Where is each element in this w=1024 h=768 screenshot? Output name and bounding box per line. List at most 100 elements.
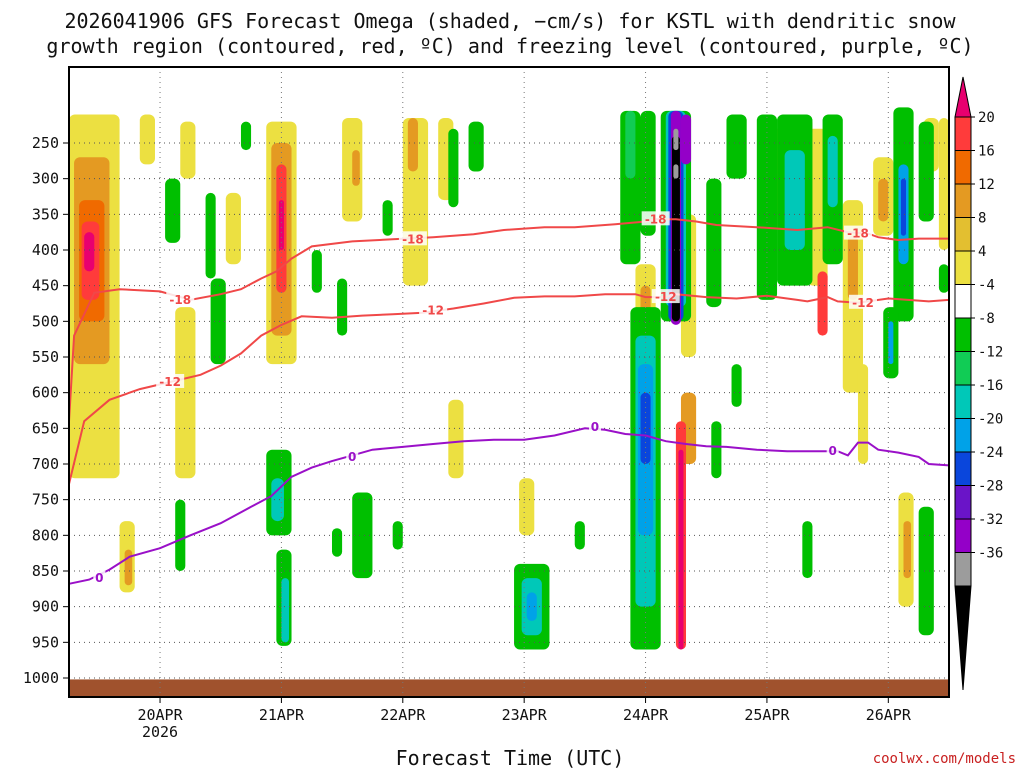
contour-label: -18 — [169, 293, 191, 307]
colorbar-band — [954, 351, 972, 386]
omega-cell — [640, 110, 656, 236]
contour-label-bg — [166, 291, 195, 306]
y-tick-label: 950 — [32, 633, 59, 651]
colorbar-label: -16 — [978, 378, 1003, 394]
colorbar-label: 4 — [978, 244, 986, 260]
omega-cell — [382, 200, 393, 236]
omega-cell — [180, 121, 196, 179]
plot-frame — [68, 66, 950, 698]
omega-cell — [392, 521, 403, 550]
contour-label-bg — [641, 211, 670, 226]
omega-cell — [918, 121, 934, 222]
omega-cell — [938, 264, 949, 293]
omega-cell — [407, 118, 418, 172]
colorbar-band — [954, 485, 972, 520]
gridlines — [69, 67, 949, 697]
omega-cell — [640, 392, 651, 464]
omega-cell — [827, 135, 838, 208]
y-tick-label: 800 — [32, 526, 59, 544]
omega-cell — [281, 578, 289, 643]
y-tick-label: 550 — [32, 348, 59, 366]
colorbar-band — [954, 183, 972, 218]
ground-fill — [69, 679, 949, 697]
omega-cell — [331, 528, 343, 557]
x-axis-label: Forecast Time (UTC) — [396, 746, 625, 768]
omega-cell — [731, 364, 742, 407]
omega-cell — [84, 232, 95, 272]
x-tick-label: 25APR — [744, 706, 790, 724]
colorbar-min-arrow — [954, 585, 972, 691]
colorbar-band — [954, 217, 972, 252]
omega-cell — [165, 178, 181, 243]
omega-cell — [352, 492, 373, 579]
contour-label: 0 — [348, 450, 356, 464]
omega-cell — [526, 592, 537, 621]
omega-cell — [671, 135, 680, 322]
colorbar-band — [954, 150, 972, 185]
y-tick-label: 600 — [32, 384, 59, 402]
x-tick-year-label: 2026 — [142, 723, 178, 741]
omega-cell — [139, 114, 155, 165]
x-tick-label: 23APR — [502, 706, 548, 724]
contour-label: -12 — [159, 375, 181, 389]
y-tick-label: 300 — [32, 170, 59, 188]
omega-cell — [888, 321, 894, 365]
y-tick-label: 250 — [32, 134, 59, 152]
omega-cell — [625, 110, 636, 179]
y-tick-label: 1000 — [23, 669, 59, 687]
contours: -18 -18 -18 -18 -12 -12 -12 -12 0 0 0 0 — [68, 211, 950, 585]
omega-cell — [918, 506, 934, 636]
omega-cell — [225, 192, 241, 265]
omega-cell — [857, 364, 869, 464]
contour-label: -18 — [847, 227, 869, 241]
colorbar-label: -12 — [978, 345, 1003, 361]
colorbar-label: -24 — [978, 445, 1003, 461]
colorbar-band — [954, 116, 972, 151]
chart-title-line1: 2026041906 GFS Forecast Omega (shaded, −… — [64, 9, 956, 33]
colorbar-band — [954, 451, 972, 486]
contour-label-bg — [849, 294, 878, 309]
omega-cell — [210, 278, 226, 365]
omega-cell — [784, 150, 805, 250]
colorbar-band — [954, 418, 972, 453]
x-tick-label: 21APR — [259, 706, 305, 724]
colorbar-label: -20 — [978, 412, 1003, 428]
contour-label: -12 — [852, 296, 874, 310]
omega-cell — [802, 521, 813, 579]
contour-label: 0 — [95, 571, 103, 585]
omega-cell — [938, 118, 949, 251]
omega-cell — [337, 278, 348, 336]
contour-label-bg — [156, 373, 185, 388]
omega-cell — [448, 128, 459, 208]
omega-cell — [706, 178, 722, 308]
y-tick-label: 350 — [32, 205, 59, 223]
colorbar-band — [954, 552, 972, 587]
omega-shading — [69, 107, 949, 650]
colorbar-label: -4 — [978, 278, 995, 294]
omega-cell — [878, 178, 889, 222]
omega-cell — [817, 271, 828, 336]
omega-cell — [673, 164, 679, 179]
contour-label-bg — [651, 289, 680, 304]
y-tick-label: 750 — [32, 491, 59, 509]
omega-cell — [903, 521, 912, 579]
colorbar-band — [954, 384, 972, 419]
colorbar-max-arrow — [954, 76, 972, 118]
omega-cell — [278, 200, 284, 250]
colorbar-label: 8 — [978, 211, 986, 227]
omega-cell — [680, 114, 692, 165]
omega-cell — [900, 178, 907, 236]
y-tick-label: 650 — [32, 419, 59, 437]
contour-label: -12 — [655, 290, 677, 304]
omega-cell — [205, 192, 216, 279]
omega-cell — [711, 421, 722, 479]
y-axis: 250 300 350 400 450 500 550 600 650 700 750 800 850 9… — [23, 134, 69, 687]
credit-text[interactable]: coolwx.com/models — [873, 751, 1016, 767]
contour-label-bg — [826, 443, 839, 458]
ground-layer — [69, 679, 949, 697]
omega-cell — [847, 235, 858, 300]
x-tick-label: 20APR — [137, 706, 183, 724]
omega-cell — [468, 121, 484, 172]
y-tick-label: 500 — [32, 312, 59, 330]
